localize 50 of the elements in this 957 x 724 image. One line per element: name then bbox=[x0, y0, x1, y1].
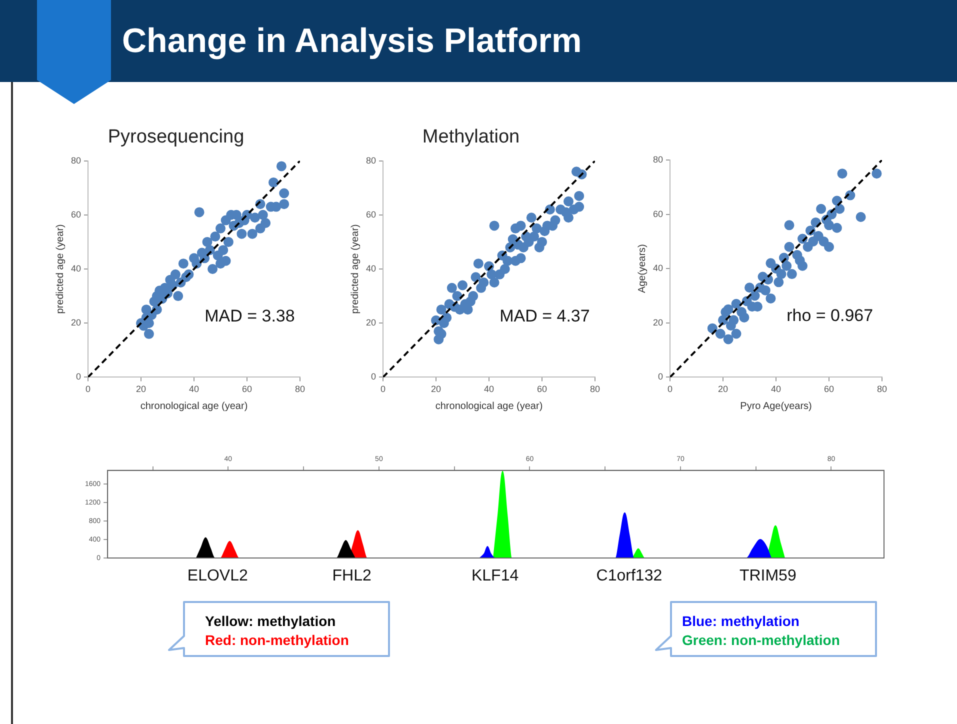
annotation: TRIM59 bbox=[739, 567, 796, 584]
y-axis-title: predicted age (year) bbox=[350, 224, 361, 314]
y-tick-label: 40 bbox=[366, 263, 376, 274]
x-tick-label: 60 bbox=[536, 384, 548, 394]
y-tick-label: 20 bbox=[652, 317, 664, 328]
annotation: MAD = 4.37 bbox=[500, 306, 590, 326]
y-tick-label: 40 bbox=[652, 263, 664, 274]
x-tick-label: 0 bbox=[380, 384, 386, 394]
x-tick-label: 20 bbox=[718, 384, 728, 394]
x-tick-label: 60 bbox=[824, 384, 834, 394]
y-tick-label: 80 bbox=[652, 154, 664, 164]
x-tick-label: 40 bbox=[189, 384, 200, 394]
x-tick-label: 20 bbox=[136, 384, 146, 394]
annotation: KLF14 bbox=[471, 567, 519, 584]
x-tick-label: 40 bbox=[771, 384, 782, 394]
y-tick-label: 40 bbox=[70, 263, 82, 274]
y-tick-label: 60 bbox=[652, 208, 664, 219]
y-axis-title: predicted age (year) bbox=[54, 224, 66, 314]
chart-title: Pyrosequencing bbox=[108, 126, 244, 148]
text: Yellow: methylation bbox=[205, 612, 337, 631]
y-tick-label: 20 bbox=[366, 318, 376, 328]
y-tick-label: 80 bbox=[70, 155, 82, 166]
x-tick-label: 80 bbox=[876, 384, 888, 394]
y-tick-label: 80 bbox=[366, 155, 376, 166]
annotation: ELOVL2 bbox=[187, 567, 248, 584]
text: Blue: methylation bbox=[682, 612, 800, 631]
y-tick-label: 0 bbox=[76, 372, 82, 382]
x-tick-label: 40 bbox=[484, 384, 494, 394]
text: Change in Analysis Platform bbox=[122, 22, 582, 61]
annotation: C1orf132 bbox=[596, 567, 662, 584]
y-tick-label: 0 bbox=[370, 372, 376, 382]
x-axis-title: chronological age (year) bbox=[435, 400, 543, 412]
y-axis-title: Age(years) bbox=[636, 244, 648, 294]
annotation: MAD = 3.38 bbox=[204, 306, 295, 326]
x-tick-label: 0 bbox=[668, 384, 673, 394]
x-tick-label: 20 bbox=[431, 384, 442, 394]
y-tick-label: 0 bbox=[658, 372, 664, 382]
annotation: FHL2 bbox=[332, 567, 372, 584]
x-tick-label: 80 bbox=[590, 384, 600, 394]
y-tick-label: 20 bbox=[70, 318, 82, 328]
x-tick-label: 80 bbox=[294, 384, 306, 394]
x-axis-title: chronological age (year) bbox=[140, 400, 248, 412]
x-axis-title: Pyro Age(years) bbox=[740, 400, 812, 412]
y-tick-label: 60 bbox=[366, 209, 376, 220]
annotation: rho = 0.967 bbox=[786, 306, 874, 326]
text: Green: non-methylation bbox=[682, 631, 840, 650]
chart-title: Methylation bbox=[422, 126, 520, 148]
x-tick-label: 60 bbox=[242, 384, 252, 394]
text: Red: non-methylation bbox=[205, 631, 349, 650]
y-tick-label: 60 bbox=[70, 209, 82, 220]
